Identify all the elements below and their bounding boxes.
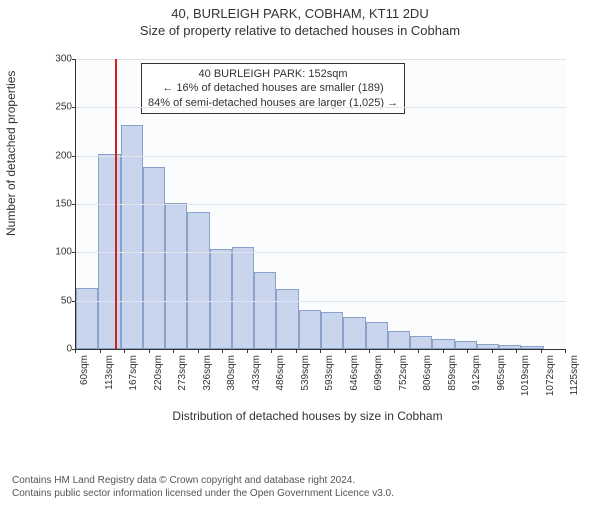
y-tick-label: 0 — [48, 344, 72, 355]
x-tick-label: 433sqm — [251, 355, 262, 410]
x-tick-mark — [75, 349, 76, 353]
x-tick-mark — [369, 349, 370, 353]
y-tick-label: 150 — [48, 199, 72, 210]
x-tick-mark — [320, 349, 321, 353]
y-tick-mark — [72, 204, 76, 205]
x-tick-label: 60sqm — [79, 355, 90, 410]
x-tick-label: 273sqm — [177, 355, 188, 410]
y-axis-label: Number of detached properties — [4, 71, 18, 236]
histogram-bar — [187, 212, 209, 349]
x-tick-label: 912sqm — [471, 355, 482, 410]
x-tick-mark — [296, 349, 297, 353]
x-tick-label: 486sqm — [275, 355, 286, 410]
x-tick-mark — [443, 349, 444, 353]
x-tick-mark — [222, 349, 223, 353]
y-tick-label: 50 — [48, 295, 72, 306]
x-tick-mark — [149, 349, 150, 353]
gridline-h — [76, 107, 566, 108]
annotation-line2: ← 16% of detached houses are smaller (18… — [148, 81, 398, 95]
x-tick-mark — [271, 349, 272, 353]
plot-area: 40 BURLEIGH PARK: 152sqm ← 16% of detach… — [75, 59, 566, 350]
y-tick-mark — [72, 59, 76, 60]
x-tick-mark — [418, 349, 419, 353]
histogram-bar — [76, 288, 98, 349]
x-tick-label: 1072sqm — [545, 355, 556, 410]
gridline-h — [76, 156, 566, 157]
x-tick-label: 965sqm — [496, 355, 507, 410]
x-tick-label: 326sqm — [202, 355, 213, 410]
histogram-bar — [121, 125, 143, 349]
footer-attribution: Contains HM Land Registry data © Crown c… — [12, 474, 394, 500]
y-tick-mark — [72, 301, 76, 302]
histogram-bar — [388, 331, 410, 349]
x-tick-mark — [345, 349, 346, 353]
chart-container: 40 BURLEIGH PARK: 152sqm ← 16% of detach… — [45, 54, 570, 424]
x-tick-mark — [173, 349, 174, 353]
gridline-h — [76, 204, 566, 205]
x-tick-mark — [541, 349, 542, 353]
annotation-box: 40 BURLEIGH PARK: 152sqm ← 16% of detach… — [141, 63, 405, 114]
gridline-h — [76, 301, 566, 302]
footer-line1: Contains HM Land Registry data © Crown c… — [12, 474, 394, 487]
histogram-bar — [499, 345, 521, 349]
gridline-h — [76, 59, 566, 60]
histogram-bar — [210, 249, 232, 349]
x-tick-mark — [247, 349, 248, 353]
x-tick-label: 1125sqm — [569, 355, 580, 410]
page-title-sub: Size of property relative to detached ho… — [0, 23, 600, 38]
gridline-h — [76, 252, 566, 253]
x-tick-label: 167sqm — [128, 355, 139, 410]
y-tick-mark — [72, 252, 76, 253]
x-tick-label: 113sqm — [104, 355, 115, 410]
x-tick-label: 539sqm — [300, 355, 311, 410]
histogram-bar — [321, 312, 343, 349]
x-tick-mark — [124, 349, 125, 353]
footer-line2: Contains public sector information licen… — [12, 487, 394, 500]
histogram-bar — [477, 344, 499, 349]
x-tick-label: 699sqm — [373, 355, 384, 410]
x-tick-label: 593sqm — [324, 355, 335, 410]
y-tick-label: 200 — [48, 150, 72, 161]
x-tick-mark — [565, 349, 566, 353]
histogram-bar — [343, 317, 365, 349]
x-tick-label: 646sqm — [349, 355, 360, 410]
histogram-bar — [432, 339, 454, 349]
x-tick-label: 752sqm — [398, 355, 409, 410]
x-tick-mark — [100, 349, 101, 353]
histogram-bar — [143, 167, 165, 349]
x-tick-label: 380sqm — [226, 355, 237, 410]
x-tick-label: 1019sqm — [520, 355, 531, 410]
histogram-bar — [254, 272, 276, 349]
y-tick-mark — [72, 107, 76, 108]
x-tick-label: 859sqm — [447, 355, 458, 410]
x-axis-label: Distribution of detached houses by size … — [45, 409, 570, 423]
histogram-bar — [455, 341, 477, 349]
x-tick-mark — [467, 349, 468, 353]
x-tick-label: 220sqm — [153, 355, 164, 410]
page-title-main: 40, BURLEIGH PARK, COBHAM, KT11 2DU — [0, 6, 600, 21]
histogram-bar — [232, 247, 254, 349]
x-tick-mark — [394, 349, 395, 353]
x-tick-mark — [516, 349, 517, 353]
y-tick-label: 300 — [48, 54, 72, 65]
y-tick-label: 250 — [48, 102, 72, 113]
x-tick-mark — [198, 349, 199, 353]
y-tick-label: 100 — [48, 247, 72, 258]
annotation-line1: 40 BURLEIGH PARK: 152sqm — [148, 67, 398, 81]
histogram-bar — [366, 322, 388, 349]
histogram-bar — [299, 310, 321, 349]
histogram-bar — [165, 203, 187, 349]
y-tick-mark — [72, 156, 76, 157]
histogram-bar — [276, 289, 298, 349]
property-marker-line — [115, 59, 117, 349]
histogram-bar — [410, 336, 432, 349]
x-tick-mark — [492, 349, 493, 353]
x-tick-label: 806sqm — [422, 355, 433, 410]
